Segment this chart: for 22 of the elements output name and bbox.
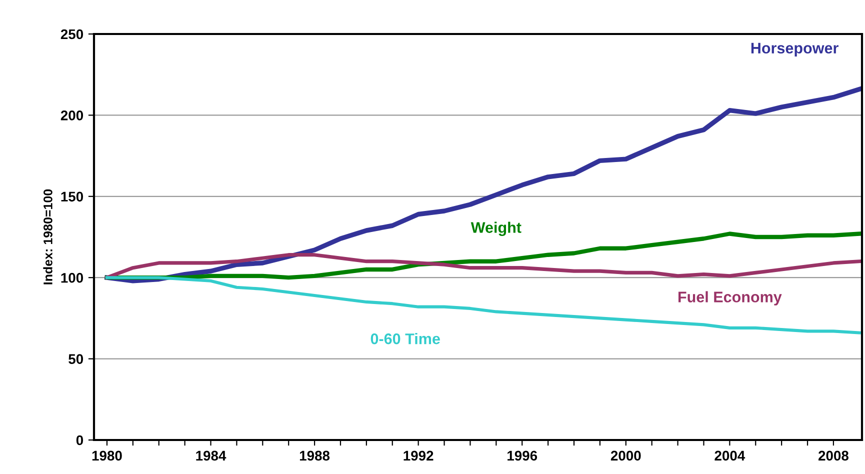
x-tick-label: 1984 bbox=[196, 450, 226, 461]
x-tick-label: 1980 bbox=[92, 450, 122, 461]
y-tick-label: 200 bbox=[60, 110, 84, 120]
series-label: 0-60 Time bbox=[370, 333, 440, 344]
series-label: Fuel Economy bbox=[678, 291, 782, 306]
y-tick-label: 150 bbox=[61, 192, 84, 202]
line-series bbox=[105, 276, 861, 334]
y-tick-label: 250 bbox=[60, 29, 84, 40]
line-series bbox=[105, 253, 862, 280]
series-label: Weight bbox=[470, 222, 522, 236]
x-tick-label: 2008 bbox=[818, 450, 848, 461]
x-tick-label: 1988 bbox=[300, 450, 330, 461]
x-tick-label: 1996 bbox=[508, 450, 538, 461]
y-tick-label: 50 bbox=[68, 354, 84, 364]
y-tick-label: 100 bbox=[61, 272, 84, 283]
x-tick-label: 2000 bbox=[610, 450, 641, 461]
line-series bbox=[104, 86, 862, 284]
text: Horsepower bbox=[751, 42, 838, 57]
x-tick-label: 2004 bbox=[714, 450, 746, 461]
x-tick-label: 1992 bbox=[404, 450, 434, 461]
y-axis-title: Index: 1980=100 bbox=[43, 189, 52, 284]
y-tick-label: 0 bbox=[76, 435, 84, 446]
